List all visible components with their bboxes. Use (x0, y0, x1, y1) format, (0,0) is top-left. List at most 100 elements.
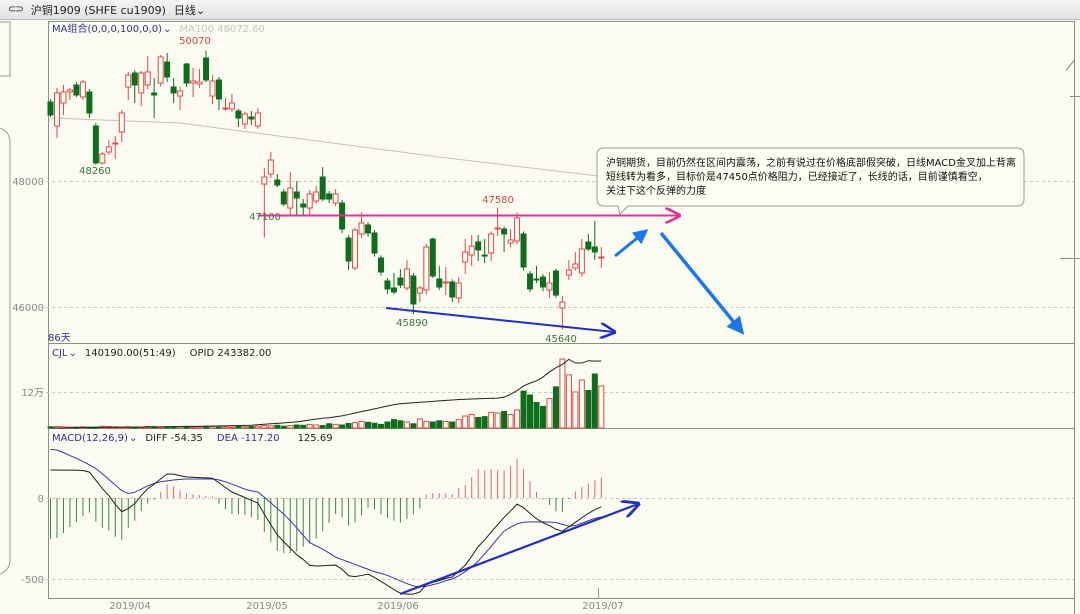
volume-bar (222, 426, 229, 429)
support-trend-line[interactable] (385, 307, 614, 332)
candle (494, 207, 501, 236)
candle-body (416, 287, 423, 294)
candle-body (79, 81, 86, 98)
link-icon[interactable]: ⊂⊃ (8, 4, 24, 15)
label-high-50070: 50070 (179, 36, 211, 47)
candle (488, 231, 495, 262)
volume-bar (462, 415, 469, 429)
diff-line (50, 469, 602, 595)
candle-body (442, 281, 449, 284)
y-tick-46000: 46000 (12, 303, 44, 314)
period-selector[interactable]: 日线⌄ (174, 2, 205, 18)
chevron-down-icon[interactable]: ⌄ (129, 433, 137, 444)
label-low-48260: 48260 (79, 166, 111, 177)
volume-bar (371, 422, 378, 429)
candle (436, 266, 443, 290)
candle (261, 168, 268, 238)
volume-bar (565, 374, 572, 429)
candle (397, 269, 404, 289)
candle-body (384, 280, 391, 290)
candle-body (397, 277, 404, 286)
candle-body (365, 224, 372, 234)
up-arrow[interactable] (614, 229, 649, 258)
volume-bar (293, 424, 300, 429)
candle (455, 277, 462, 304)
candle-body (131, 72, 138, 86)
candle-body (332, 193, 339, 204)
candle-body (177, 90, 184, 97)
chevron-down-icon[interactable]: ⌄ (163, 24, 171, 35)
candles-layer (47, 50, 605, 330)
volume-bar (591, 373, 598, 429)
label-low-47100: 47100 (249, 212, 281, 223)
candle (578, 239, 585, 277)
candle-body (403, 268, 410, 289)
candle-body (112, 142, 119, 145)
volume-bar (455, 419, 462, 429)
candle-body (170, 86, 177, 94)
candle-body (144, 71, 151, 86)
candle (293, 181, 300, 216)
open-interest-line (50, 358, 602, 429)
dea-line (50, 448, 602, 588)
volume-bar (190, 426, 197, 429)
volume-readout: 140190.00(51:49) (85, 348, 176, 359)
candle (241, 111, 248, 130)
candle-body (527, 273, 534, 290)
candle (416, 285, 423, 303)
candle (565, 260, 572, 280)
volume-bar (228, 426, 235, 429)
down-arrow[interactable] (659, 231, 745, 335)
candle (514, 212, 521, 244)
volume-bar (280, 425, 287, 429)
candle-body (254, 112, 261, 127)
candle (53, 88, 60, 139)
volume-bar (235, 425, 242, 429)
volume-indicator-label[interactable]: CJL (52, 348, 68, 359)
annotation-callout[interactable] (596, 147, 1025, 215)
candle (326, 191, 333, 204)
candle (345, 235, 352, 271)
candle-body (215, 79, 222, 100)
candle-body (274, 179, 281, 186)
candle-body (157, 56, 164, 84)
chevron-down-icon: ⌄ (195, 3, 206, 17)
ma-indicator-label[interactable]: MA组合(0,0,0,100,0,0) (52, 22, 162, 35)
candle (151, 77, 158, 118)
volume-layer (47, 358, 605, 429)
macd-layer (50, 448, 602, 595)
volume-bar (539, 405, 546, 429)
macd-trend-line[interactable] (399, 504, 638, 596)
volume-bar (442, 420, 449, 429)
volume-bar (332, 423, 339, 429)
chevron-down-icon[interactable]: ⌄ (69, 348, 77, 359)
candle-body (371, 232, 378, 254)
candle (92, 123, 99, 165)
candle (572, 252, 579, 271)
candle (267, 152, 274, 178)
candle-body (287, 187, 294, 209)
volume-bar (377, 423, 384, 429)
candle (475, 234, 482, 262)
candle (125, 72, 132, 100)
macd-indicator-label[interactable]: MACD(12,26,9) (52, 433, 128, 444)
candle-body (578, 248, 585, 274)
volume-bar (203, 426, 210, 429)
candle-body (488, 233, 495, 254)
candle-body (53, 92, 60, 127)
candle (410, 272, 417, 314)
volume-bar (552, 386, 559, 429)
volume-bar (429, 421, 436, 429)
candle (546, 272, 553, 298)
candle (585, 233, 592, 251)
volume-bar (241, 426, 248, 429)
candle (79, 80, 86, 100)
gridlines (40, 181, 1074, 580)
volume-bar (501, 410, 508, 429)
dea-readout: DEA -117.20 (217, 433, 280, 444)
candle-body (358, 222, 365, 235)
candle (274, 174, 281, 188)
candle-body (151, 92, 158, 96)
candle-body (475, 241, 482, 251)
